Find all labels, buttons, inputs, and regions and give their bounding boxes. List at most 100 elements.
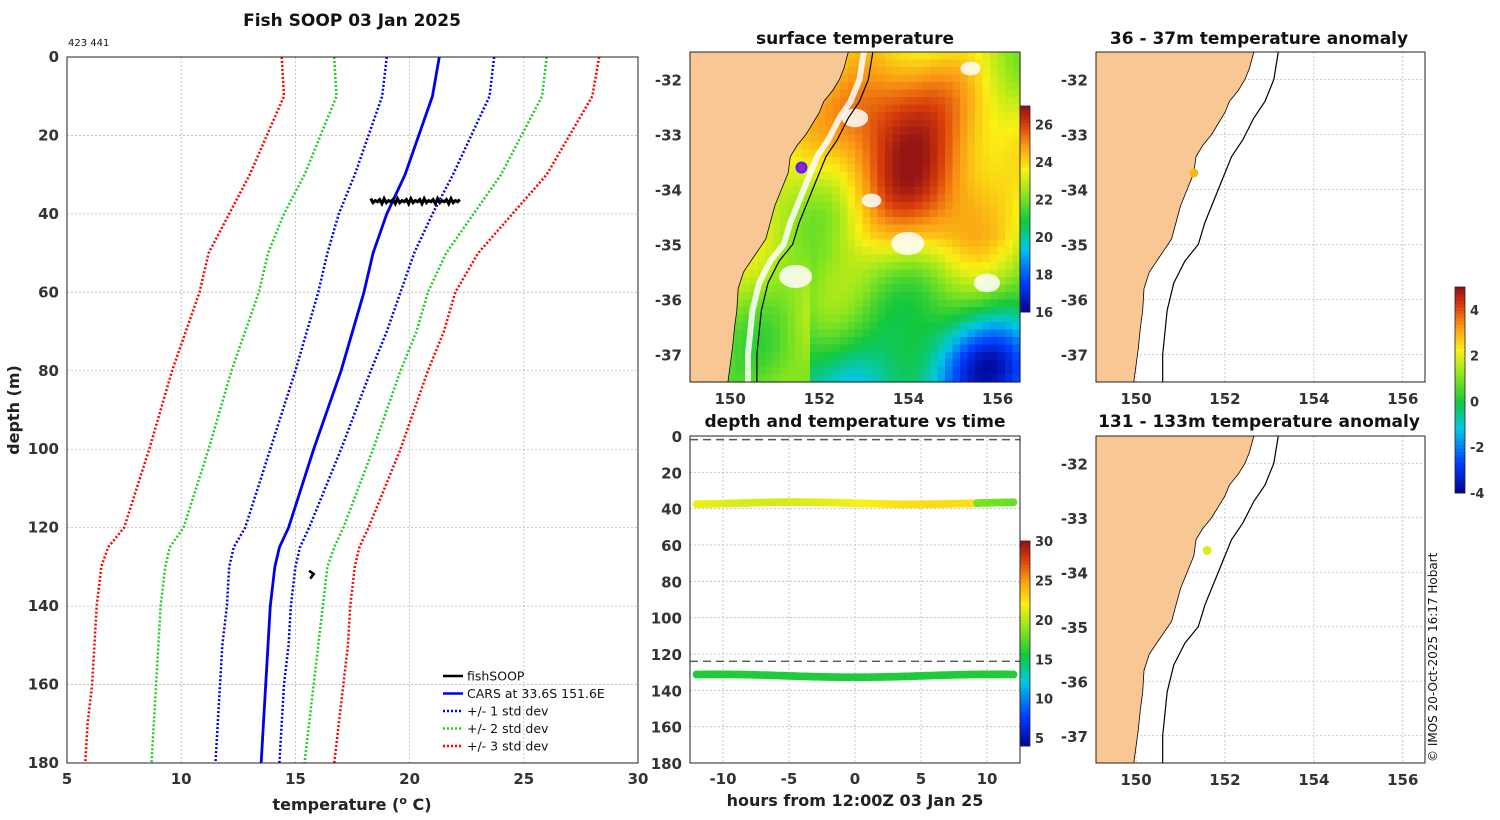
anomaly-colorbar-cell: [1455, 324, 1465, 329]
sst-cell: [870, 82, 879, 91]
sst-cell: [1012, 194, 1021, 203]
sst-cell: [960, 374, 969, 383]
sst-cell: [900, 112, 909, 121]
sst-cell: [915, 187, 924, 196]
sst-cell: [772, 224, 781, 233]
sst-cell: [1012, 337, 1021, 346]
sst-cell: [1012, 74, 1021, 83]
anomaly-colorbar-cell: [1455, 455, 1465, 460]
sst-cell: [847, 127, 856, 136]
sst-cell: [810, 239, 819, 248]
sst-cell: [967, 112, 976, 121]
sst-cell: [735, 337, 744, 346]
sst-cell: [885, 209, 894, 218]
sst-cell: [960, 359, 969, 368]
sst-cell: [877, 67, 886, 76]
map-ytick-label: -32: [1061, 455, 1088, 473]
sst-cell: [855, 127, 864, 136]
sst-cell: [877, 89, 886, 98]
sst-cell: [817, 187, 826, 196]
sst-cell: [907, 262, 916, 271]
sst-cell: [1005, 187, 1014, 196]
sst-cell: [862, 67, 871, 76]
sst-cell: [945, 149, 954, 158]
sst-cell: [892, 142, 901, 151]
sst-colorbar-cell: [1020, 209, 1030, 213]
sst-cell: [780, 299, 789, 308]
sst-cell: [937, 52, 946, 61]
sst-cell: [907, 112, 916, 121]
sst-cell: [1012, 157, 1021, 166]
sst-cell: [967, 262, 976, 271]
sst-cell: [1012, 142, 1021, 151]
sst-cell: [757, 284, 766, 293]
sst-cell: [840, 299, 849, 308]
sst-colorbar-cell: [1020, 181, 1030, 186]
dvt-colorbar-cell: [1020, 722, 1030, 726]
anomaly-map-36m: 36 - 37m temperature anomaly 150 152 154 15…: [1061, 29, 1426, 408]
sst-cell: [877, 82, 886, 91]
sst-cell: [937, 127, 946, 136]
sst-cell: [885, 359, 894, 368]
sst-cell: [1012, 254, 1021, 263]
sst-cell: [885, 239, 894, 248]
sst-cell: [990, 119, 999, 128]
sst-cell: [780, 224, 789, 233]
sst-cell: [877, 262, 886, 271]
sst-cell: [990, 89, 999, 98]
anomaly-colorbar-cell: [1455, 300, 1465, 305]
sst-cell: [930, 134, 939, 143]
sst-cell: [802, 292, 811, 301]
sst-cell: [765, 314, 774, 323]
sst-cell: [802, 134, 811, 143]
sst-cell: [922, 134, 931, 143]
sst-cell: [862, 247, 871, 256]
dvt-colorbar-cell: [1020, 701, 1030, 706]
dvt-colorbar-cell: [1020, 735, 1030, 740]
sst-cell: [915, 157, 924, 166]
sst-cell: [892, 194, 901, 203]
sst-cell: [952, 224, 961, 233]
sst-cell: [975, 337, 984, 346]
anomaly-xticks: 150 152 154 156: [1120, 771, 1418, 789]
sst-cell: [937, 164, 946, 173]
dvt-xtick-label: -5: [781, 770, 798, 788]
sst-cell: [900, 254, 909, 263]
sst-cell: [772, 299, 781, 308]
sst-cell: [780, 217, 789, 226]
sst-cell: [885, 217, 894, 226]
dvt-colorbar-cell: [1020, 732, 1030, 737]
sst-cell: [870, 337, 879, 346]
sst-cell: [990, 359, 999, 368]
sst-cell: [967, 247, 976, 256]
sst-cell: [892, 329, 901, 338]
sst-cell: [817, 209, 826, 218]
anomaly-colorbar-cell: [1455, 444, 1465, 449]
sst-cell: [870, 299, 879, 308]
sst-cell: [975, 89, 984, 98]
sst-cell: [810, 202, 819, 211]
sst-cell: [922, 104, 931, 113]
sst-cell: [862, 292, 871, 301]
sst-cell: [862, 367, 871, 376]
legend-label: CARS at 33.6S 151.6E: [467, 686, 605, 701]
sst-cell: [990, 217, 999, 226]
anomaly-colorbar-cell: [1455, 420, 1465, 425]
sst-cell: [997, 142, 1006, 151]
sst-cell: [862, 82, 871, 91]
map-xtick-label: 156: [982, 390, 1013, 408]
sst-cell: [802, 224, 811, 233]
dvt-colorbar-cell: [1020, 595, 1030, 600]
sst-cell: [930, 164, 939, 173]
sst-cell: [817, 314, 826, 323]
sst-cell: [1012, 262, 1021, 271]
sst-cell: [825, 284, 834, 293]
sst-cell: [945, 59, 954, 68]
sst-cell: [967, 337, 976, 346]
sst-cell: [832, 322, 841, 331]
sst-cell: [862, 209, 871, 218]
sst-cell: [870, 97, 879, 106]
sst-cell: [1005, 104, 1014, 113]
sst-cell: [915, 269, 924, 278]
sst-cell: [960, 149, 969, 158]
